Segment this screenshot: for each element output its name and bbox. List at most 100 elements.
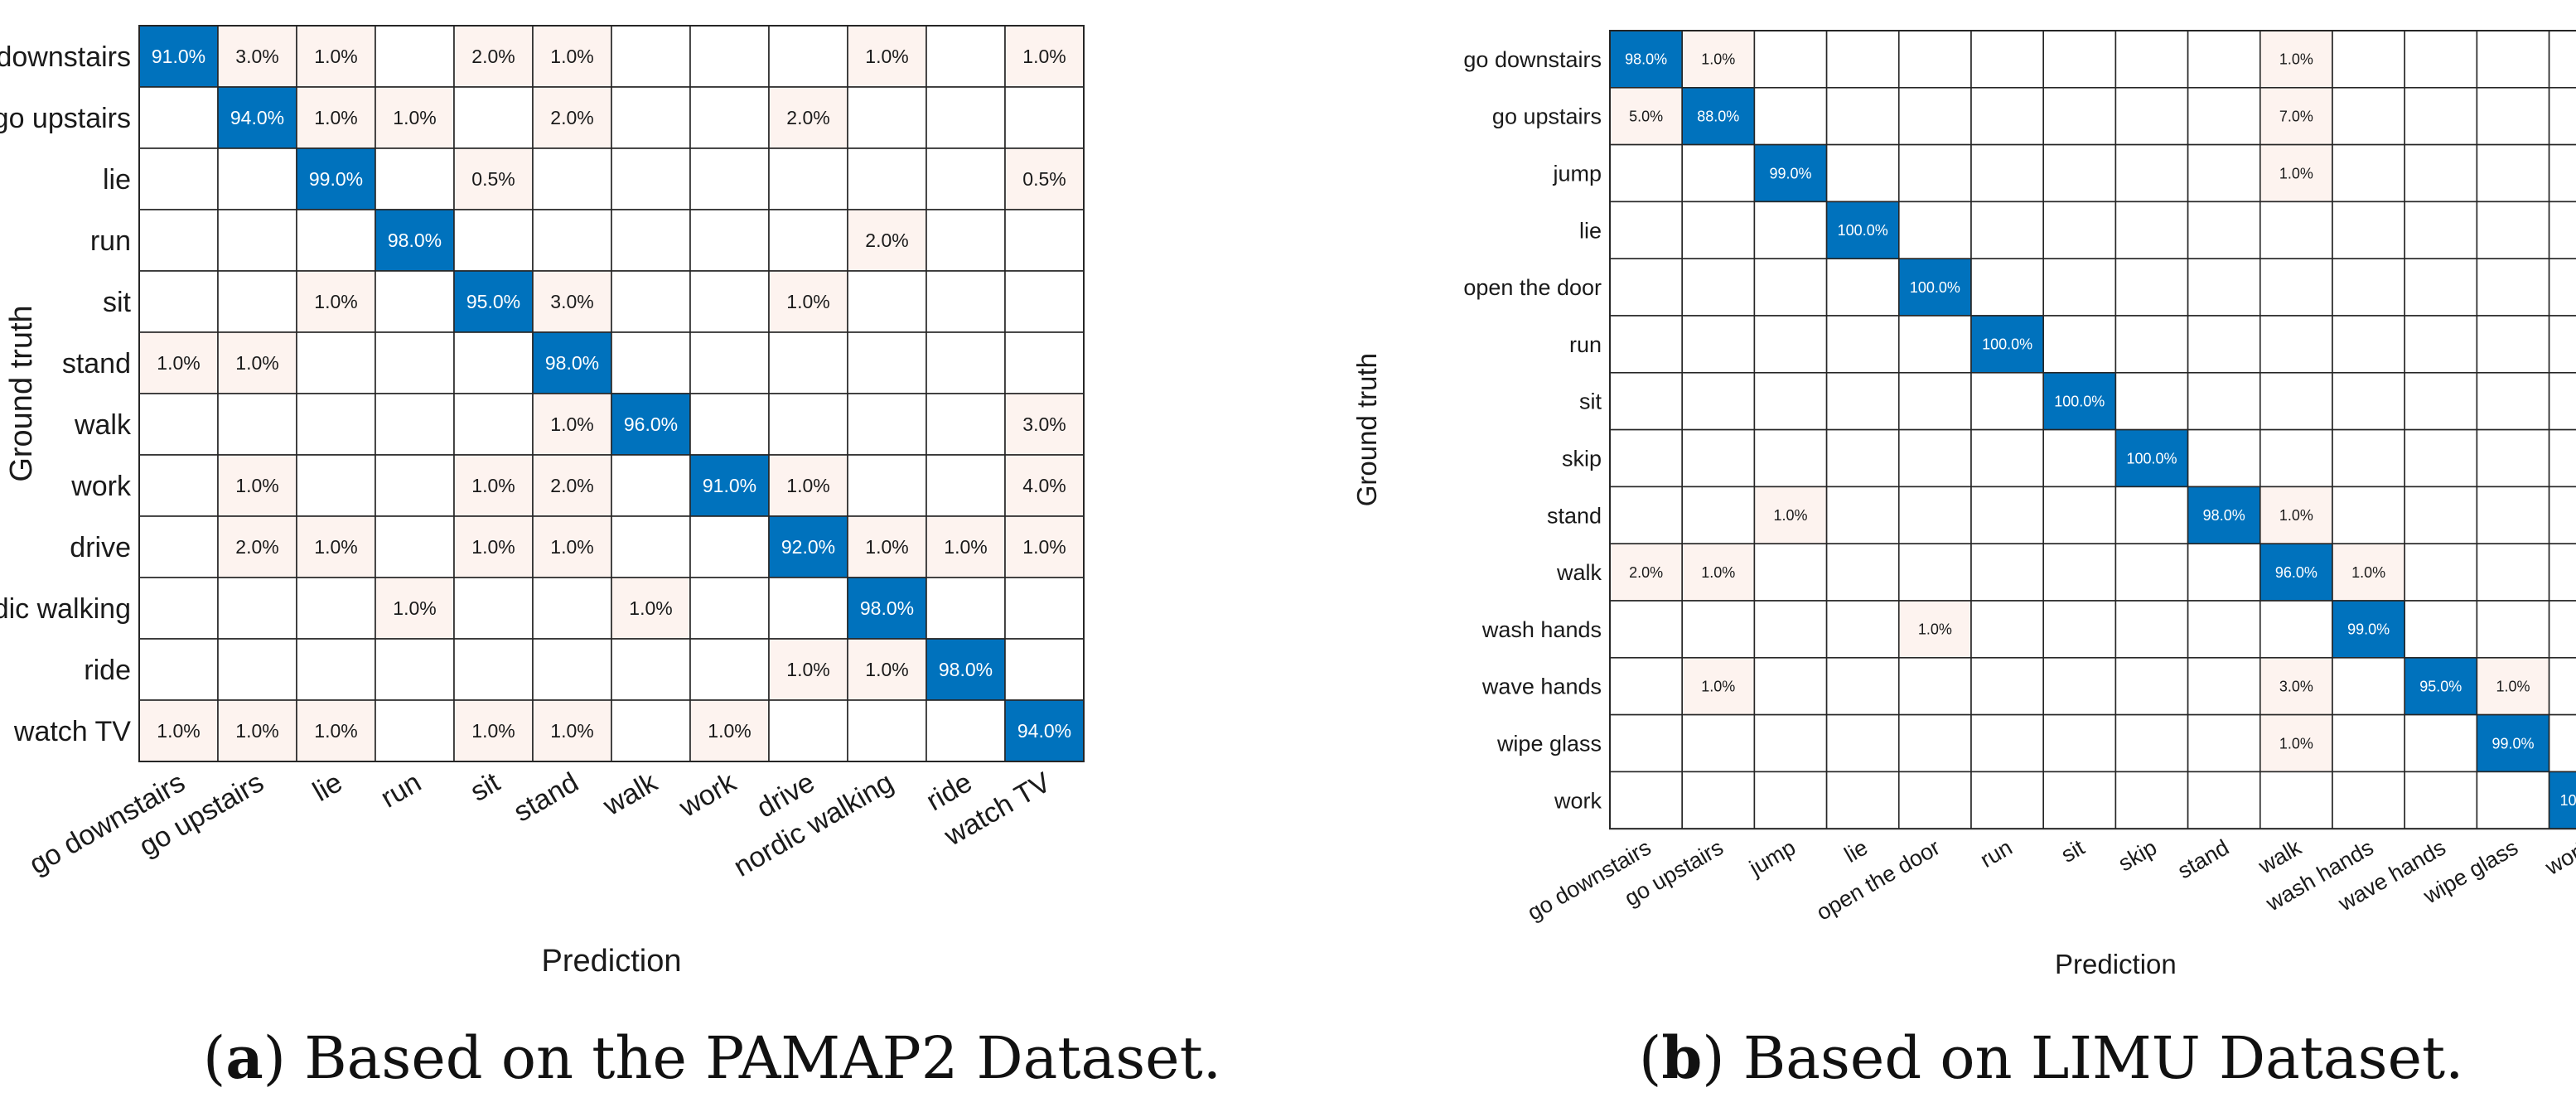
- matrix-cell: [2548, 143, 2576, 203]
- matrix-cell: [768, 577, 848, 640]
- matrix-cell: [1609, 201, 1683, 259]
- matrix-cell: [611, 454, 691, 517]
- column-tick-label: work: [2540, 834, 2576, 880]
- matrix-cell: [2404, 315, 2478, 374]
- matrix-cell: [2259, 771, 2333, 830]
- matrix-cell: [1609, 143, 1683, 203]
- matrix-cell: [138, 331, 219, 394]
- matrix-cell: [847, 699, 927, 762]
- cell-value-label: 1.0%: [314, 46, 357, 67]
- matrix-cell: [2548, 87, 2576, 146]
- matrix-cell: [611, 270, 691, 333]
- matrix-cell: [847, 454, 927, 517]
- matrix-cell: [1898, 543, 1972, 602]
- caption-a-text: Based on the PAMAP2 Dataset.: [304, 1024, 1221, 1092]
- matrix-cell: [689, 454, 770, 517]
- matrix-cell: [2114, 600, 2189, 659]
- matrix-cell: [532, 393, 612, 456]
- matrix-cell: [2548, 656, 2576, 716]
- matrix-cell: [1898, 656, 1972, 716]
- cell-value-label: 98.0%: [2203, 507, 2245, 524]
- matrix-cell: [532, 638, 612, 701]
- matrix-cell: [2259, 428, 2333, 488]
- y-axis-title: Ground truth: [4, 305, 39, 481]
- matrix-cell: [926, 331, 1006, 394]
- cell-value-label: 1.0%: [944, 536, 987, 558]
- matrix-cell: [2476, 428, 2550, 488]
- column-tick-label: sit: [2057, 834, 2090, 868]
- y-axis-title: Ground truth: [1351, 353, 1382, 506]
- matrix-cell: [2042, 600, 2117, 659]
- matrix-cell: [689, 393, 770, 456]
- cell-value-label: 98.0%: [1625, 51, 1667, 68]
- matrix-cell: [1970, 258, 2044, 317]
- matrix-cell: [1681, 201, 1756, 259]
- cell-value-label: 4.0%: [1022, 475, 1066, 496]
- matrix-cell: [1681, 771, 1756, 830]
- cell-value-label: 100.0%: [2054, 394, 2105, 410]
- matrix-cell: [1825, 371, 1900, 431]
- matrix-cell: [2259, 87, 2333, 146]
- matrix-cell: [2114, 713, 2189, 773]
- matrix-cell: [2332, 258, 2405, 317]
- matrix-cell: [1970, 143, 2044, 203]
- matrix-cell: [847, 86, 927, 149]
- cell-value-label: 99.0%: [309, 168, 363, 190]
- matrix-cell: [926, 638, 1006, 701]
- cell-value-label: 2.0%: [1629, 564, 1663, 581]
- matrix-cell: [847, 331, 927, 394]
- matrix-cell: [611, 25, 691, 88]
- row-tick-label: ride: [84, 655, 131, 686]
- matrix-cell: [2404, 713, 2478, 773]
- matrix-cell: [2042, 258, 2117, 317]
- matrix-cell: [532, 209, 612, 272]
- cell-value-label: 88.0%: [1697, 109, 1739, 125]
- matrix-cell: [926, 393, 1006, 456]
- matrix-cell: [1753, 600, 1828, 659]
- matrix-cell: [453, 454, 534, 517]
- matrix-cell: [768, 25, 848, 88]
- matrix-cell: [1970, 428, 2044, 488]
- matrix-cell: [2332, 315, 2405, 374]
- column-tick-label: run: [1976, 834, 2017, 872]
- cell-value-label: 1.0%: [2496, 679, 2530, 695]
- cell-value-label: 1.0%: [1773, 507, 1807, 524]
- matrix-cell: [1609, 486, 1683, 545]
- cell-value-label: 0.5%: [1022, 168, 1066, 190]
- matrix-cell: [1004, 699, 1085, 762]
- matrix-cell: [375, 147, 455, 210]
- cell-value-label: 1.0%: [2279, 735, 2313, 752]
- matrix-cell: [768, 393, 848, 456]
- matrix-cell: [296, 638, 376, 701]
- matrix-cell: [611, 86, 691, 149]
- matrix-cell: [217, 147, 297, 210]
- matrix-cell: [1753, 143, 1828, 203]
- cell-value-label: 1.0%: [157, 720, 200, 742]
- matrix-cell: [217, 699, 297, 762]
- cell-value-label: 1.0%: [1022, 46, 1066, 67]
- matrix-cell: [2476, 201, 2550, 259]
- matrix-cell: [689, 25, 770, 88]
- matrix-cell: [2114, 258, 2189, 317]
- matrix-cell: [296, 699, 376, 762]
- matrix-cell: [1753, 656, 1828, 716]
- cell-value-label: 1.0%: [235, 720, 278, 742]
- matrix-cell: [1825, 713, 1900, 773]
- matrix-cell: [2332, 428, 2405, 488]
- column-tick-label: jump: [1745, 834, 1800, 881]
- cell-value-label: 100.0%: [2560, 792, 2576, 809]
- matrix-cell: [2476, 771, 2550, 830]
- x-axis-title: Prediction: [2055, 949, 2177, 979]
- matrix-cell: [689, 147, 770, 210]
- matrix-cell: [375, 209, 455, 272]
- row-tick-label: stand: [62, 348, 131, 379]
- matrix-cell: [1004, 638, 1085, 701]
- cell-value-label: 1.0%: [314, 291, 357, 312]
- matrix-cell: [1970, 486, 2044, 545]
- matrix-cell: [217, 638, 297, 701]
- cell-value-label: 1.0%: [157, 352, 200, 374]
- matrix-cell: [2548, 600, 2576, 659]
- matrix-cell: [296, 331, 376, 394]
- cell-value-label: 100.0%: [2126, 450, 2177, 466]
- matrix-cell: [2404, 30, 2478, 89]
